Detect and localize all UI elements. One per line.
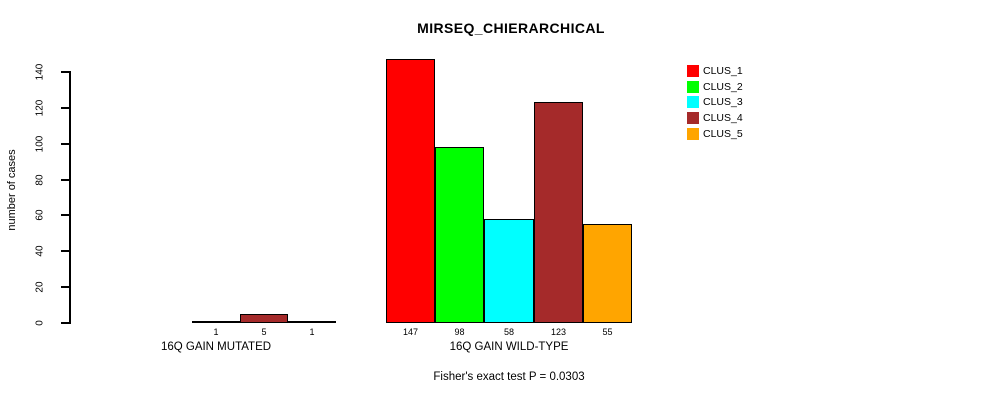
y-tick xyxy=(61,179,69,181)
y-tick xyxy=(61,250,69,252)
legend-item: CLUS_3 xyxy=(687,96,743,108)
legend-color-swatch-icon xyxy=(687,65,699,77)
group-label: 16Q GAIN WILD-TYPE xyxy=(449,341,569,353)
y-tick xyxy=(61,71,69,73)
chart-title: MIRSEQ_CHIERARCHICAL xyxy=(417,20,605,36)
bar-value-label: 58 xyxy=(503,327,515,337)
y-tick-label: 0 xyxy=(34,320,46,326)
bar-clus_5 xyxy=(583,224,632,323)
legend-label: CLUS_5 xyxy=(703,128,743,140)
bar-value-label: 5 xyxy=(261,327,267,337)
bar-value-label: 55 xyxy=(602,327,613,337)
bar-clus_1 xyxy=(386,59,435,323)
legend-color-swatch-icon xyxy=(687,128,699,140)
fisher-test-annotation: Fisher's exact test P = 0.0303 xyxy=(433,371,585,383)
bar-value-label: 1 xyxy=(213,327,219,337)
bar-value-label: 98 xyxy=(454,327,465,337)
bar-clus_5 xyxy=(288,321,336,323)
legend-color-swatch-icon xyxy=(687,81,699,93)
legend-label: CLUS_3 xyxy=(703,96,743,108)
legend-label: CLUS_1 xyxy=(703,65,743,77)
y-axis-line xyxy=(69,71,71,324)
bar-clus_3 xyxy=(484,219,534,323)
bar-value-label: 123 xyxy=(550,327,567,337)
bar-clus_3 xyxy=(192,321,240,323)
legend-label: CLUS_2 xyxy=(703,81,743,93)
y-axis-label: number of cases xyxy=(6,149,18,231)
y-tick-label: 40 xyxy=(34,245,46,257)
y-tick xyxy=(61,322,69,324)
legend-item: CLUS_2 xyxy=(687,81,743,93)
y-tick-label: 80 xyxy=(34,174,46,186)
y-tick-label: 120 xyxy=(34,99,46,117)
group-label: 16Q GAIN MUTATED xyxy=(160,341,272,353)
y-tick-label: 60 xyxy=(34,209,46,221)
legend-label: CLUS_4 xyxy=(703,112,743,124)
y-tick xyxy=(61,143,69,145)
bar-clus_2 xyxy=(435,147,484,323)
y-tick xyxy=(61,214,69,216)
bar-value-label: 1 xyxy=(309,327,315,337)
y-tick-label: 100 xyxy=(34,135,46,153)
bar-clus_4 xyxy=(240,314,288,323)
bar-clus_4 xyxy=(534,102,583,323)
legend-color-swatch-icon xyxy=(687,112,699,124)
y-tick-label: 20 xyxy=(34,281,46,293)
y-tick-label: 140 xyxy=(34,63,46,81)
legend-color-swatch-icon xyxy=(687,96,699,108)
y-tick xyxy=(61,107,69,109)
bar-value-label: 147 xyxy=(402,327,419,337)
legend-item: CLUS_5 xyxy=(687,128,743,140)
legend-item: CLUS_4 xyxy=(687,112,743,124)
y-tick xyxy=(61,286,69,288)
legend-item: CLUS_1 xyxy=(687,65,743,77)
